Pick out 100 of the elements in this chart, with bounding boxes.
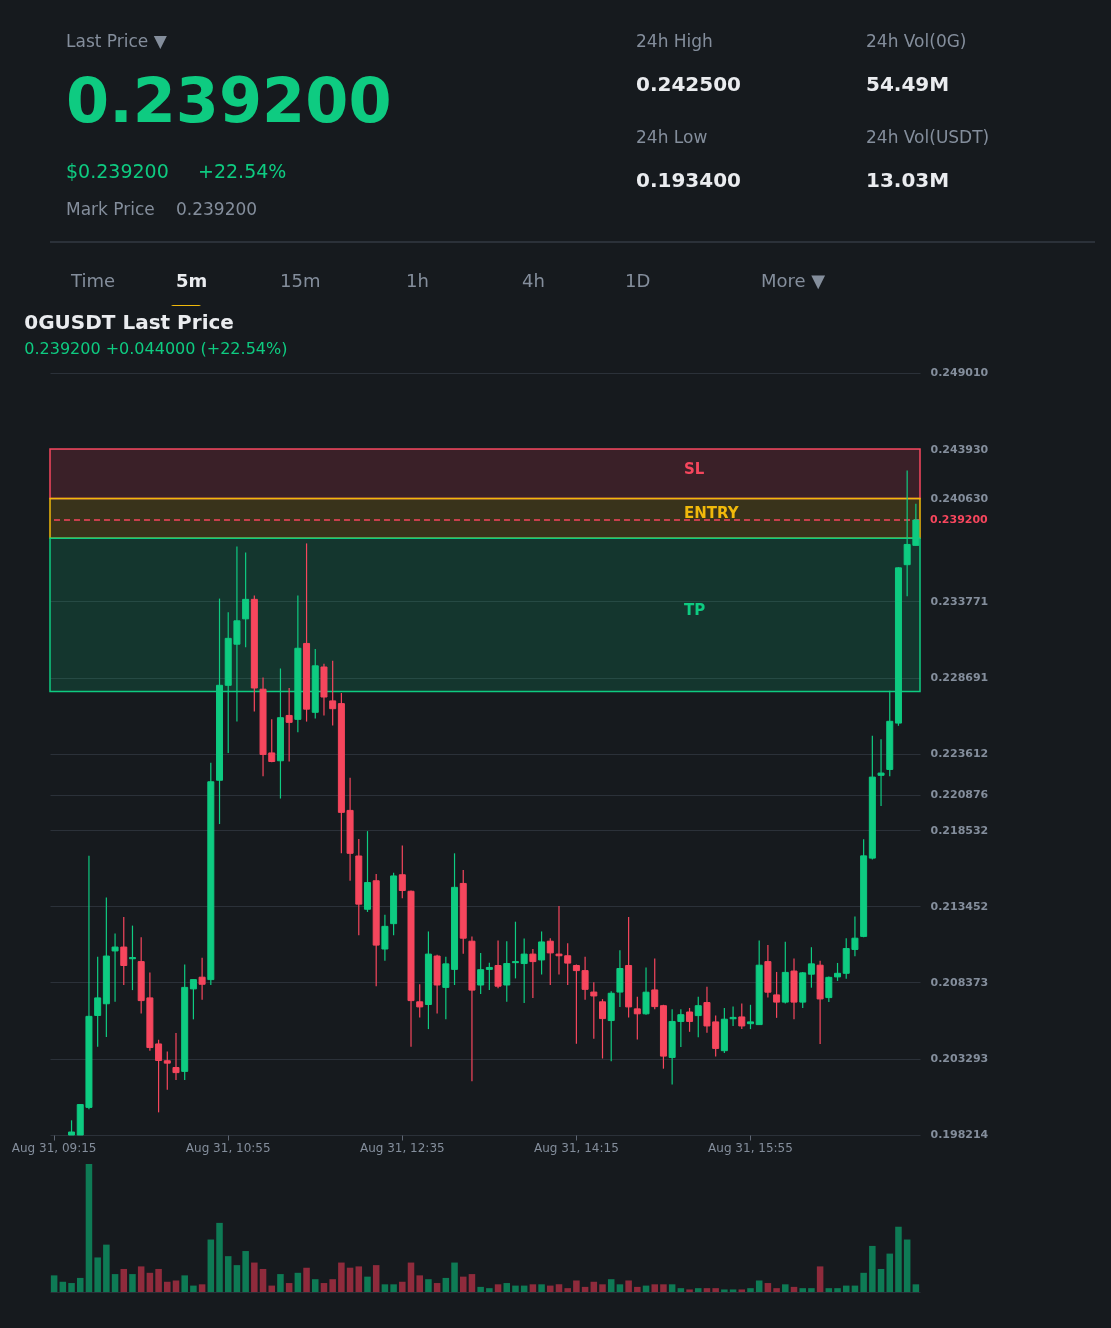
- bar: [233, 1265, 241, 1292]
- bar: [686, 1289, 693, 1292]
- candlestick: [807, 946, 815, 989]
- bar: [155, 1268, 162, 1292]
- bar: [329, 1279, 336, 1292]
- bar: [573, 1280, 580, 1292]
- candlestick: [520, 937, 528, 1004]
- bar: [912, 1284, 920, 1292]
- bar: [207, 1239, 215, 1292]
- bar: [259, 1268, 267, 1292]
- y-tick-label: 0.220876: [930, 788, 989, 802]
- band-label: SL: [684, 459, 705, 478]
- candlestick: [494, 939, 502, 989]
- text: 5m: [176, 270, 208, 291]
- text: 24h Vol(0G): [866, 31, 967, 51]
- text: $0.239200: [66, 160, 169, 182]
- bar: [703, 1288, 711, 1292]
- bar: [782, 1284, 789, 1292]
- bar: [381, 1284, 389, 1292]
- bar: [825, 1288, 833, 1292]
- candlestick: [642, 966, 650, 1016]
- bar: [242, 1251, 249, 1292]
- bar: [468, 1274, 476, 1292]
- bar: [425, 1279, 432, 1292]
- bar: [677, 1288, 685, 1292]
- band-label: TP: [684, 600, 706, 619]
- candlestick: [746, 1004, 754, 1030]
- bar: [346, 1267, 354, 1292]
- bar: [581, 1286, 589, 1292]
- x-tick-label: Aug 31, 10:55: [185, 1140, 271, 1155]
- bar: [364, 1276, 371, 1292]
- candlestick: [633, 996, 641, 1041]
- text: 0.239200: [176, 199, 258, 219]
- bar: [85, 1164, 93, 1292]
- candlestick: [198, 957, 206, 1001]
- y-tick-label: 0.240630: [930, 492, 989, 506]
- text: 0.193400: [636, 168, 742, 192]
- candlestick: [651, 957, 659, 1010]
- text: Time: [71, 270, 116, 291]
- bar: [198, 1284, 206, 1292]
- bar: [808, 1288, 815, 1292]
- bar: [111, 1274, 119, 1292]
- bar: [451, 1262, 458, 1292]
- bar: [137, 1266, 145, 1292]
- bar: [172, 1280, 180, 1292]
- bar: [442, 1277, 450, 1292]
- bar: [738, 1289, 746, 1292]
- candlestick: [511, 921, 519, 979]
- x-tick-label: Aug 31, 15:55: [708, 1140, 793, 1155]
- candlestick: [128, 925, 136, 991]
- bar: [399, 1281, 406, 1292]
- bar: [76, 1277, 84, 1292]
- bar: [433, 1283, 441, 1292]
- bar: [129, 1274, 136, 1292]
- bar: [338, 1262, 345, 1292]
- x-tick-label: Aug 31, 14:15: [534, 1140, 619, 1155]
- bar: [303, 1267, 310, 1292]
- bar: [694, 1288, 702, 1292]
- candlestick: [172, 1032, 180, 1081]
- bar: [94, 1257, 101, 1292]
- y-tick-label: 0.213452: [930, 899, 989, 913]
- y-tick-label: 0.208373: [930, 975, 989, 989]
- bar: [625, 1280, 632, 1292]
- bar: [407, 1262, 415, 1292]
- candlestick: [94, 956, 102, 1048]
- bar: [886, 1253, 894, 1292]
- bar: [668, 1284, 676, 1292]
- bar: [616, 1284, 624, 1292]
- candlestick: [416, 983, 424, 1018]
- text: 24h Low: [636, 127, 708, 147]
- bar: [503, 1283, 511, 1292]
- bar: [755, 1280, 763, 1292]
- text: Last Price ▼: [66, 31, 167, 51]
- bar: [712, 1288, 719, 1292]
- y-tick-label: 0.218532: [930, 823, 989, 837]
- candlestick: [825, 975, 833, 1003]
- bar: [651, 1284, 658, 1292]
- bar: [860, 1272, 867, 1292]
- y-tick-label: 0.243930: [930, 442, 989, 456]
- candlestick: [442, 956, 450, 1020]
- bar: [764, 1283, 772, 1292]
- candlestick: [686, 1007, 694, 1033]
- bar: [390, 1284, 397, 1292]
- candlestick: [529, 948, 537, 999]
- bar: [268, 1285, 276, 1292]
- text: 0.239200: [66, 64, 392, 137]
- bar: [120, 1268, 128, 1292]
- bar: [895, 1226, 902, 1292]
- y-tick-label: 0.233771: [930, 594, 989, 608]
- bar: [277, 1274, 284, 1292]
- candlestick: [477, 952, 485, 995]
- text: 4h: [522, 270, 545, 291]
- candlestick: [616, 949, 624, 1008]
- bar: [599, 1284, 606, 1292]
- y-tick-label: 0.203293: [930, 1052, 989, 1066]
- y-tick-label: 0.228691: [930, 671, 989, 685]
- text: 54.49M: [866, 72, 950, 96]
- bar: [773, 1288, 780, 1292]
- text: Mark Price: [66, 199, 155, 219]
- bar: [190, 1285, 197, 1292]
